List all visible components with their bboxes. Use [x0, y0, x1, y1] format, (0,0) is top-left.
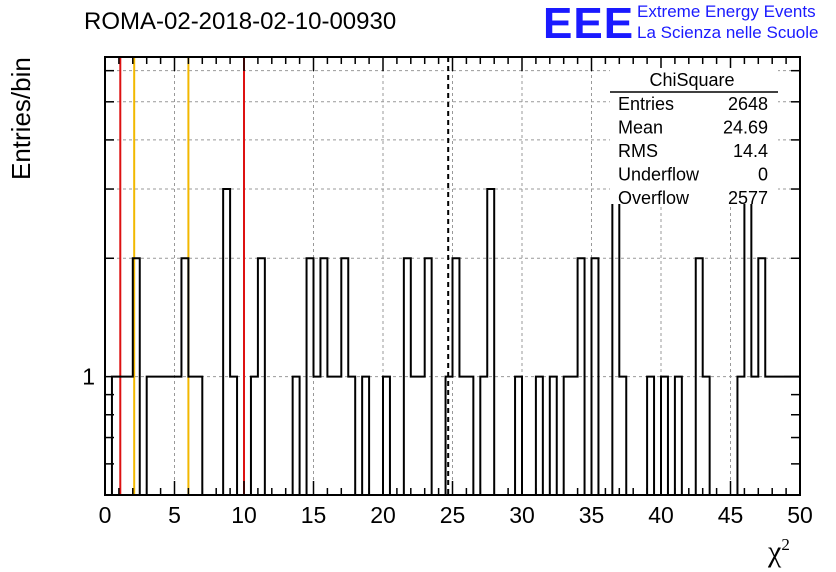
- x-tick-label: 20: [370, 502, 396, 528]
- x-axis-label: χ2: [768, 535, 790, 568]
- stats-row-label: Underflow: [618, 165, 700, 185]
- x-tick-label: 30: [509, 502, 535, 528]
- x-tick-label: 35: [579, 502, 605, 528]
- x-tick-label: 25: [440, 502, 466, 528]
- stats-row-value: 24.69: [723, 118, 768, 138]
- stats-row-value: 14.4: [733, 141, 768, 161]
- stats-row-label: Overflow: [618, 188, 690, 208]
- x-tick-label: 10: [231, 502, 257, 528]
- x-tick-label: 50: [787, 502, 813, 528]
- stats-row-label: RMS: [618, 141, 658, 161]
- stats-row-value: 2577: [728, 188, 768, 208]
- y-axis-label: Entries/bin: [6, 57, 36, 180]
- histogram-series: [105, 138, 801, 496]
- x-tick-label: 5: [168, 502, 181, 528]
- stats-box: ChiSquare Entries 2648 Mean 24.69 RMS 14.4 Unde…: [610, 68, 778, 208]
- stats-row-label: Entries: [618, 94, 674, 114]
- chart-title: ROMA-02-2018-02-10-00930: [84, 8, 397, 35]
- reference-lines: [119, 57, 450, 495]
- logo-line-1: Extreme Energy Events: [637, 2, 816, 21]
- eee-logo: EEE: [543, 0, 635, 48]
- logo-line-2: La Scienza nelle Scuole: [637, 23, 819, 42]
- y-tick-label: 1: [82, 364, 95, 390]
- axes: 0 5 10 15 20 25 30 35 40 45 50 1: [82, 56, 813, 528]
- x-tick-label: 0: [99, 502, 112, 528]
- x-tick-label: 45: [718, 502, 744, 528]
- stats-row-value: 2648: [728, 94, 768, 114]
- stats-row-label: Mean: [618, 118, 663, 138]
- stats-box-title: ChiSquare: [649, 70, 734, 90]
- stats-box-bg: [610, 68, 778, 204]
- x-tick-label: 40: [648, 502, 674, 528]
- histogram-line: [105, 138, 801, 496]
- x-tick-label: 15: [301, 502, 327, 528]
- stats-row-value: 0: [758, 165, 768, 185]
